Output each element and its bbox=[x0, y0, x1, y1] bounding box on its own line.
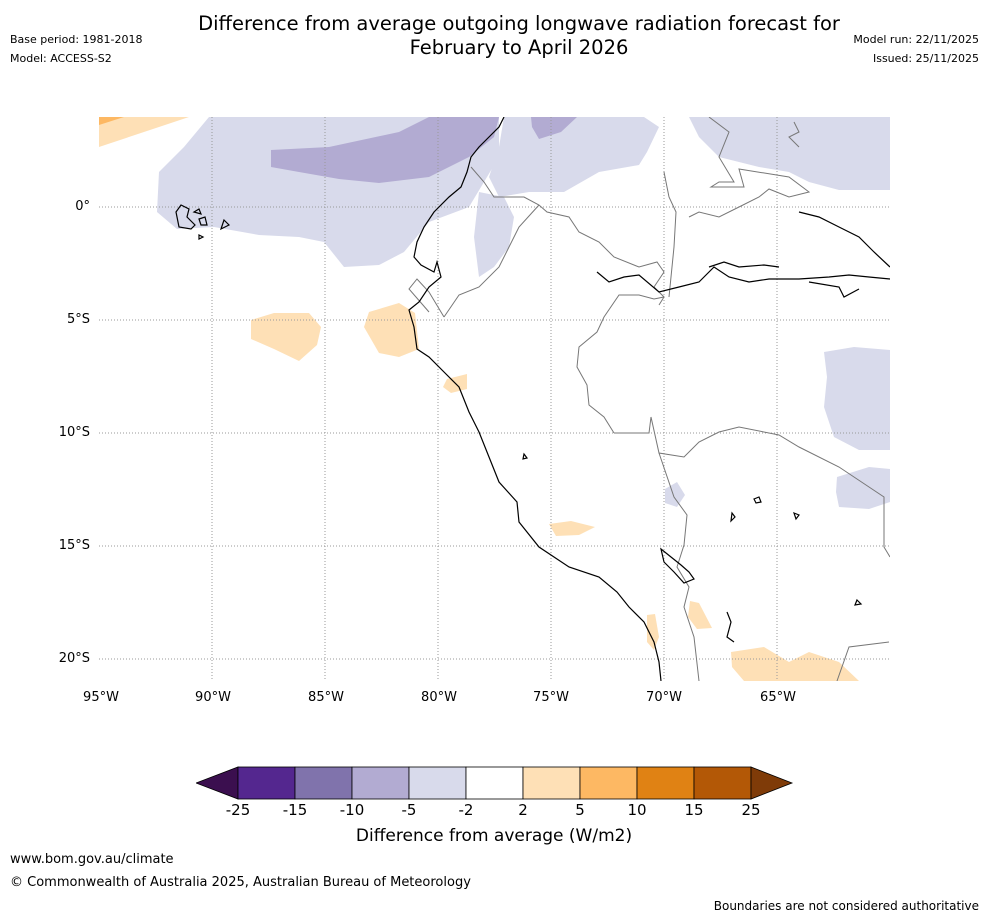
footer-url[interactable]: www.bom.gov.au/climate bbox=[10, 852, 174, 867]
colorbar-tick: 25 bbox=[741, 801, 761, 819]
anomaly-area-nw-corner bbox=[99, 117, 189, 147]
lon-label: 70°W bbox=[646, 690, 682, 705]
colorbar-tick: 15 bbox=[684, 801, 704, 819]
lat-label: 20°S bbox=[58, 651, 90, 666]
lon-label: 65°W bbox=[760, 690, 796, 705]
colorbar-swatch bbox=[237, 766, 296, 800]
lat-label: 10°S bbox=[58, 425, 90, 440]
colorbar-tick: 2 bbox=[518, 801, 528, 819]
colorbar-swatch bbox=[465, 766, 524, 800]
colorbar-tick: 10 bbox=[627, 801, 647, 819]
lon-label: 80°W bbox=[421, 690, 457, 705]
lon-label: 85°W bbox=[308, 690, 344, 705]
colorbar-extend-low bbox=[196, 766, 239, 800]
colorbar-tick: -25 bbox=[225, 801, 251, 819]
base-period: Base period: 1981-2018 bbox=[10, 33, 143, 46]
colorbar-extend-high bbox=[750, 766, 794, 800]
map-title: Difference from average outgoing longwav… bbox=[144, 12, 894, 60]
lon-label: 95°W bbox=[83, 690, 119, 705]
anomaly-shading bbox=[99, 117, 890, 681]
anomaly-area-core-north bbox=[531, 117, 577, 139]
colorbar-swatch bbox=[408, 766, 467, 800]
colorbar-label: Difference from average (W/m2) bbox=[355, 826, 633, 846]
colorbar-swatch bbox=[579, 766, 638, 800]
anomaly-area-south-bolivia bbox=[731, 647, 859, 681]
anomaly-area-peru-inland bbox=[549, 521, 595, 536]
footer-disclaimer: Boundaries are not considered authoritat… bbox=[713, 899, 979, 913]
anomaly-area-colombia-valley bbox=[474, 192, 514, 277]
colorbar-swatch bbox=[351, 766, 410, 800]
colorbar-swatch bbox=[522, 766, 581, 800]
lon-label: 75°W bbox=[533, 690, 569, 705]
model-name: Model: ACCESS-S2 bbox=[10, 52, 112, 65]
lat-label: 0° bbox=[75, 199, 90, 214]
colorbar-tick: -10 bbox=[339, 801, 365, 819]
anomaly-area-andes-north bbox=[489, 117, 659, 197]
colorbar-swatch bbox=[693, 766, 752, 800]
colorbar-tick: -15 bbox=[282, 801, 308, 819]
colorbar-tick: -5 bbox=[401, 801, 417, 819]
lon-label: 90°W bbox=[195, 690, 231, 705]
footer-copyright: © Commonwealth of Australia 2025, Austra… bbox=[10, 875, 471, 890]
colorbar-tick: 5 bbox=[575, 801, 585, 819]
anomaly-area-chile-coast bbox=[647, 614, 659, 650]
anomaly-area-nw-corner-deep bbox=[99, 117, 124, 125]
graticule bbox=[99, 117, 890, 681]
anomaly-area-altiplano bbox=[688, 601, 712, 629]
anomaly-area-core-pacific bbox=[271, 117, 499, 183]
anomaly-area-bolivia bbox=[836, 467, 890, 509]
anomaly-area-brazil-east bbox=[824, 347, 890, 450]
coastline bbox=[175, 117, 890, 681]
title-line-2: February to April 2026 bbox=[409, 36, 629, 59]
country-borders bbox=[408, 117, 890, 681]
anomaly-area-amazon-north bbox=[689, 117, 890, 190]
colorbar-swatch bbox=[636, 766, 695, 800]
lat-label: 5°S bbox=[66, 312, 90, 327]
lake-titicaca bbox=[660, 547, 695, 584]
model-run-date: Model run: 22/11/2025 bbox=[853, 33, 979, 46]
anomaly-area-west-pacific bbox=[251, 313, 321, 361]
colorbar-tick: -2 bbox=[458, 801, 474, 819]
issued-date: Issued: 25/11/2025 bbox=[872, 52, 979, 65]
anomaly-area-gulf-guayaquil bbox=[364, 303, 419, 357]
title-line-1: Difference from average outgoing longwav… bbox=[198, 12, 840, 35]
forecast-map bbox=[99, 117, 890, 681]
colorbar-swatch bbox=[294, 766, 353, 800]
colorbar bbox=[196, 766, 794, 800]
anomaly-area-small-peru bbox=[665, 482, 685, 507]
lat-label: 15°S bbox=[58, 538, 90, 553]
